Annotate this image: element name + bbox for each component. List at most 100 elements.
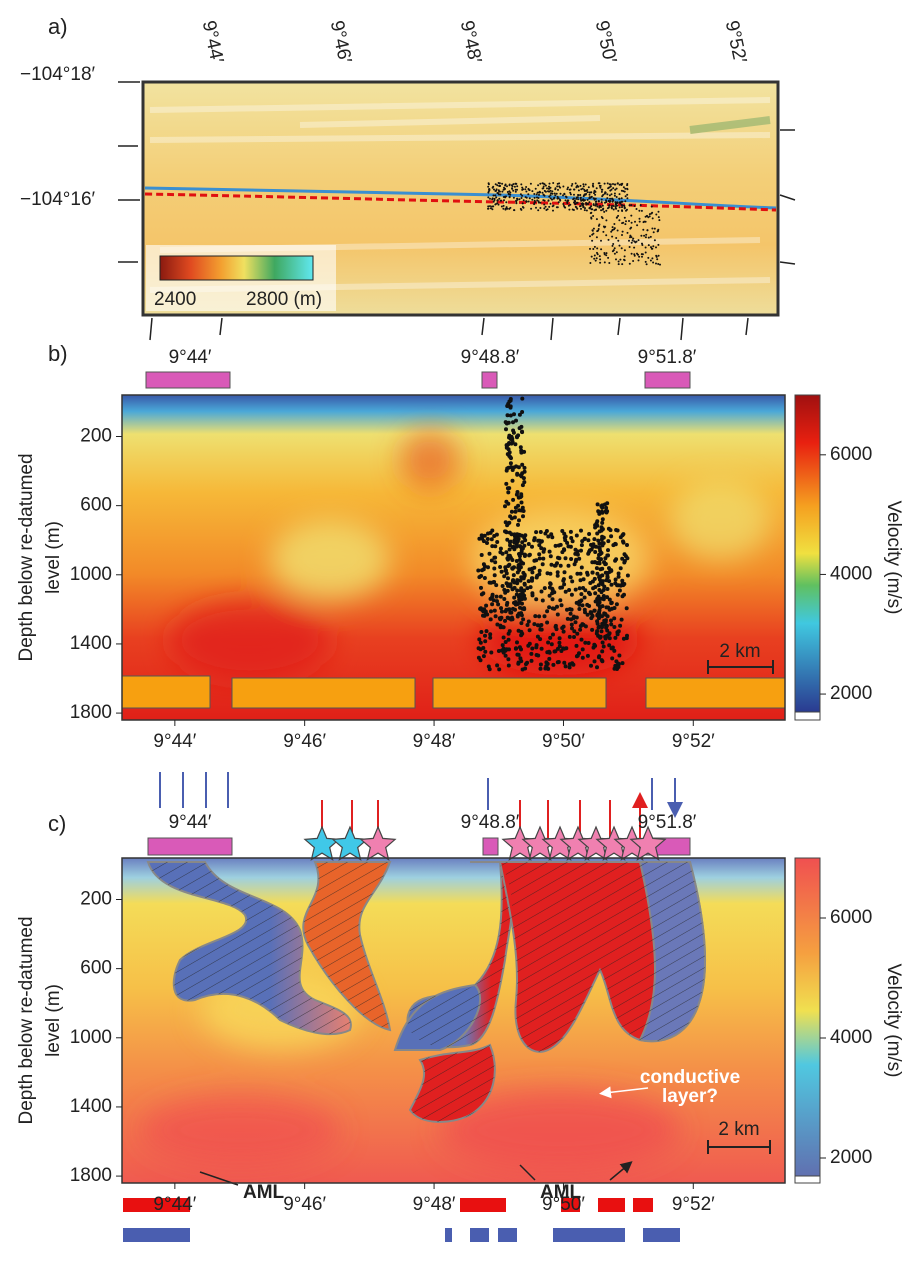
event bbox=[615, 251, 618, 254]
event bbox=[514, 188, 517, 191]
event bbox=[511, 420, 515, 425]
event bbox=[632, 260, 635, 262]
event bbox=[616, 661, 621, 666]
y-tick-label: 1800 bbox=[70, 702, 112, 723]
event bbox=[587, 548, 592, 553]
event bbox=[479, 592, 484, 597]
event bbox=[633, 205, 636, 207]
event bbox=[610, 230, 613, 233]
event bbox=[613, 252, 616, 255]
event bbox=[620, 556, 625, 561]
event bbox=[636, 224, 639, 227]
segment-label: 9°51.8′ bbox=[638, 347, 697, 368]
event bbox=[563, 556, 568, 561]
event bbox=[508, 514, 513, 519]
event bbox=[620, 189, 623, 192]
event bbox=[585, 189, 588, 192]
event bbox=[558, 585, 563, 590]
event bbox=[513, 442, 518, 447]
event bbox=[617, 214, 620, 217]
event bbox=[605, 209, 608, 212]
vent-star bbox=[359, 825, 397, 861]
event bbox=[606, 539, 611, 544]
event bbox=[502, 204, 505, 207]
event bbox=[649, 259, 652, 262]
event bbox=[504, 481, 509, 486]
event bbox=[540, 598, 545, 603]
panel-c: c) AML AML conductive layer? 2 km bbox=[48, 772, 821, 1242]
event bbox=[489, 580, 493, 585]
event bbox=[622, 552, 627, 557]
event bbox=[476, 646, 481, 651]
event bbox=[533, 614, 538, 619]
event bbox=[579, 205, 582, 207]
event bbox=[501, 625, 506, 630]
event bbox=[489, 205, 491, 208]
event bbox=[628, 239, 630, 242]
event bbox=[590, 205, 593, 208]
event bbox=[485, 612, 490, 617]
event bbox=[603, 182, 606, 185]
event bbox=[516, 197, 518, 200]
event bbox=[564, 195, 567, 198]
event bbox=[525, 623, 530, 627]
event bbox=[586, 590, 591, 595]
event bbox=[594, 259, 597, 262]
y-tick-label: 1000 bbox=[70, 1027, 112, 1048]
event bbox=[503, 504, 507, 509]
event bbox=[615, 187, 618, 190]
event bbox=[489, 197, 491, 200]
event bbox=[628, 262, 631, 265]
event bbox=[592, 537, 597, 542]
event bbox=[520, 396, 525, 401]
event bbox=[579, 548, 583, 553]
event bbox=[502, 587, 507, 592]
event bbox=[630, 241, 633, 244]
event bbox=[626, 183, 629, 185]
event bbox=[517, 645, 522, 650]
event bbox=[498, 594, 503, 599]
event bbox=[560, 529, 565, 533]
event bbox=[520, 462, 525, 467]
event bbox=[577, 586, 582, 591]
event bbox=[575, 653, 580, 658]
event bbox=[600, 649, 605, 654]
event bbox=[595, 523, 600, 528]
event bbox=[518, 544, 523, 549]
event bbox=[587, 532, 592, 536]
event bbox=[607, 238, 610, 241]
event bbox=[568, 208, 571, 211]
event bbox=[626, 187, 629, 190]
event bbox=[587, 186, 590, 189]
event bbox=[589, 212, 592, 215]
event bbox=[572, 209, 575, 211]
event bbox=[579, 198, 582, 200]
event bbox=[603, 570, 608, 575]
event bbox=[616, 574, 621, 579]
event bbox=[537, 184, 540, 187]
event bbox=[510, 587, 515, 592]
event bbox=[655, 213, 658, 216]
event bbox=[486, 664, 491, 669]
event bbox=[607, 636, 612, 641]
event bbox=[515, 182, 518, 185]
event bbox=[509, 610, 514, 615]
event bbox=[609, 189, 612, 192]
event bbox=[624, 606, 629, 611]
event bbox=[572, 629, 577, 634]
event bbox=[577, 189, 580, 192]
event bbox=[524, 196, 527, 199]
event bbox=[630, 214, 633, 217]
event bbox=[650, 205, 653, 208]
event bbox=[515, 539, 520, 544]
event bbox=[492, 205, 495, 208]
event bbox=[550, 192, 552, 195]
event bbox=[490, 602, 495, 607]
event bbox=[593, 591, 598, 596]
event bbox=[506, 663, 511, 668]
event bbox=[616, 629, 621, 634]
event bbox=[573, 551, 578, 556]
event bbox=[624, 187, 627, 190]
event bbox=[511, 185, 514, 188]
event bbox=[616, 182, 619, 185]
